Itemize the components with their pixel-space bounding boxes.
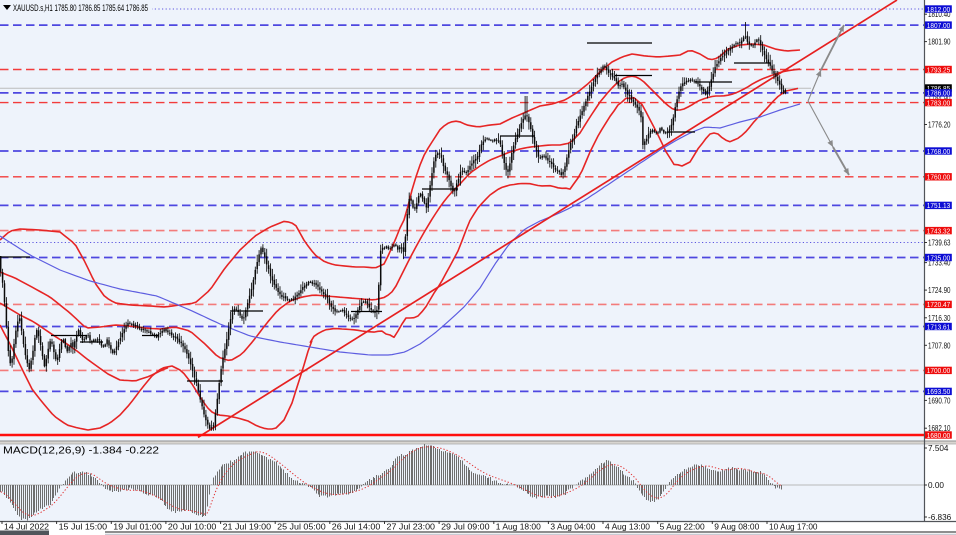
svg-text:26 Jul 14:00: 26 Jul 14:00: [332, 522, 381, 532]
svg-text:27 Jul 23:00: 27 Jul 23:00: [387, 522, 436, 532]
svg-text:29 Jul 09:00: 29 Jul 09:00: [441, 522, 490, 532]
svg-text:4 Aug 13:00: 4 Aug 13:00: [605, 522, 650, 532]
svg-text:7.504: 7.504: [928, 444, 949, 453]
svg-text:1680.00: 1680.00: [927, 431, 950, 440]
svg-text:3 Aug 04:00: 3 Aug 04:00: [550, 522, 595, 532]
svg-text:1720.47: 1720.47: [927, 300, 950, 309]
svg-text:1768.00: 1768.00: [927, 147, 950, 156]
svg-text:1682.10: 1682.10: [928, 424, 951, 433]
svg-text:20 Jul 10:00: 20 Jul 10:00: [168, 522, 217, 532]
svg-text:1735.00: 1735.00: [927, 253, 950, 262]
svg-text:1786.85: 1786.85: [927, 84, 950, 93]
svg-text:1716.30: 1716.30: [928, 314, 951, 323]
svg-text:-6.836: -6.836: [928, 513, 952, 522]
svg-text:1784.90: 1784.90: [928, 94, 951, 103]
svg-text:1751.13: 1751.13: [927, 201, 950, 210]
svg-text:1693.50: 1693.50: [927, 387, 950, 396]
svg-text:1786.00: 1786.00: [927, 89, 950, 98]
svg-text:14 Jul 2022: 14 Jul 2022: [4, 522, 49, 532]
svg-text:19 Jul 01:00: 19 Jul 01:00: [113, 522, 162, 532]
svg-text:1776.20: 1776.20: [928, 121, 951, 130]
svg-text:5 Aug 22:00: 5 Aug 22:00: [660, 522, 705, 532]
svg-text:1743.32: 1743.32: [927, 226, 950, 235]
svg-text:1707.80: 1707.80: [928, 341, 951, 350]
svg-text:1793.25: 1793.25: [927, 65, 950, 74]
svg-text:1690.70: 1690.70: [928, 396, 951, 405]
svg-text:1739.63: 1739.63: [928, 239, 951, 248]
svg-text:1713.61: 1713.61: [927, 322, 950, 331]
svg-text:15 Jul 15:00: 15 Jul 15:00: [59, 522, 108, 532]
svg-text:1807.00: 1807.00: [927, 21, 950, 30]
svg-text:1760.00: 1760.00: [927, 173, 950, 182]
svg-text:9 Aug 08:00: 9 Aug 08:00: [714, 522, 759, 532]
svg-text:XAUUSD.s,H1 1785.80 1786.85 1: XAUUSD.s,H1 1785.80 1786.85 1785.64 1786…: [13, 3, 148, 13]
svg-text:1700.00: 1700.00: [927, 366, 950, 375]
svg-text:1724.90: 1724.90: [928, 286, 951, 295]
svg-text:1810.40: 1810.40: [928, 10, 951, 19]
svg-text:0.00: 0.00: [928, 481, 944, 490]
svg-text:MACD(12,26,9) -1.384 -0.222: MACD(12,26,9) -1.384 -0.222: [3, 446, 160, 457]
svg-text:1812.00: 1812.00: [927, 5, 950, 14]
svg-text:25 Jul 05:00: 25 Jul 05:00: [277, 522, 326, 532]
svg-text:1783.00: 1783.00: [927, 98, 950, 107]
svg-text:1733.40: 1733.40: [928, 259, 951, 268]
svg-text:10 Aug 17:00: 10 Aug 17:00: [769, 522, 818, 532]
svg-text:1801.90: 1801.90: [928, 38, 951, 47]
svg-text:21 Jul 19:00: 21 Jul 19:00: [223, 522, 272, 532]
svg-text:1 Aug 18:00: 1 Aug 18:00: [496, 522, 541, 532]
